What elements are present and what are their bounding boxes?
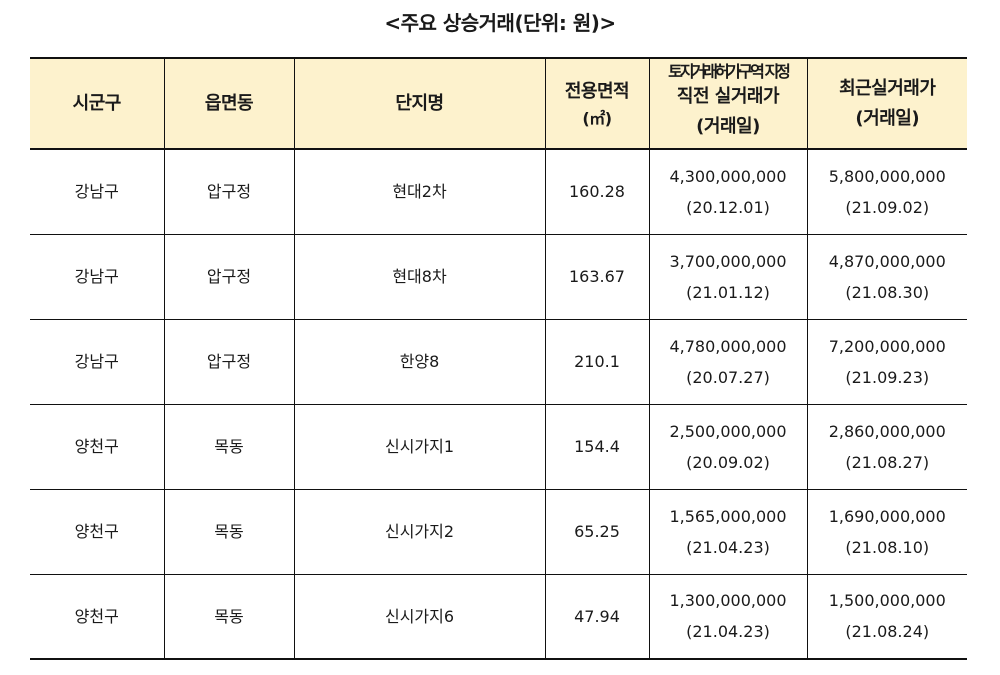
recent-price-date: (21.08.30) [845, 282, 930, 302]
header-row: 시군구 읍면동 단지명 전용면적 (㎡) 토지거래허가구역 지정 직전 실거래가… [30, 57, 967, 150]
prev-price-value: 4,780,000,000 [669, 336, 787, 356]
cell-prev-price: 1,565,000,000 (21.04.23) [648, 489, 808, 575]
cell-recent-price: 5,800,000,000 (21.09.02) [806, 149, 967, 235]
prev-price-value: 4,300,000,000 [669, 166, 787, 186]
table-row: 강남구 압구정 한양8 210.1 4,780,000,000 (20.07.2… [30, 319, 967, 405]
cell-eupmyeondong: 목동 [163, 489, 295, 575]
cell-danji: 신시가지6 [293, 574, 546, 660]
cell-eupmyeondong: 목동 [163, 404, 295, 490]
header-prev-price-label: 직전 실거래가 [676, 85, 780, 107]
cell-danji: 한양8 [293, 319, 546, 405]
cell-eupmyeondong: 압구정 [163, 149, 295, 235]
header-eupmyeondong: 읍면동 [163, 57, 295, 150]
header-recent-price: 최근실거래가 (거래일) [806, 57, 967, 150]
cell-danji: 현대2차 [293, 149, 546, 235]
cell-prev-price: 1,300,000,000 (21.04.23) [648, 574, 808, 660]
table-body: 강남구 압구정 현대2차 160.28 4,300,000,000 (20.12… [30, 149, 967, 660]
cell-eupmyeondong: 목동 [163, 574, 295, 660]
cell-sigungu: 강남구 [30, 149, 165, 235]
cell-area: 65.25 [544, 489, 650, 575]
cell-sigungu: 강남구 [30, 319, 165, 405]
recent-price-date: (21.09.23) [845, 367, 930, 387]
table-row: 강남구 압구정 현대2차 160.28 4,300,000,000 (20.12… [30, 149, 967, 235]
table-row: 양천구 목동 신시가지6 47.94 1,300,000,000 (21.04.… [30, 574, 967, 660]
cell-recent-price: 1,690,000,000 (21.08.10) [806, 489, 967, 575]
prev-price-value: 1,300,000,000 [669, 591, 787, 611]
cell-area: 160.28 [544, 149, 650, 235]
price-table: 시군구 읍면동 단지명 전용면적 (㎡) 토지거래허가구역 지정 직전 실거래가… [30, 57, 967, 660]
recent-price-value: 1,690,000,000 [828, 506, 946, 526]
recent-price-value: 1,500,000,000 [828, 591, 946, 611]
cell-prev-price: 3,700,000,000 (21.01.12) [648, 234, 808, 320]
prev-price-date: (21.01.12) [686, 282, 770, 302]
table-row: 양천구 목동 신시가지1 154.4 2,500,000,000 (20.09.… [30, 404, 967, 490]
cell-prev-price: 4,300,000,000 (20.12.01) [648, 149, 808, 235]
table-title: <주요 상승거래(단위: 원)> [384, 11, 616, 35]
prev-price-date: (21.04.23) [686, 622, 770, 642]
recent-price-date: (21.08.10) [845, 537, 930, 557]
table-header: 시군구 읍면동 단지명 전용면적 (㎡) 토지거래허가구역 지정 직전 실거래가… [30, 57, 967, 150]
recent-price-value: 7,200,000,000 [828, 336, 946, 356]
prev-price-value: 3,700,000,000 [669, 251, 787, 271]
header-area-label: 전용면적 [564, 80, 630, 102]
recent-price-value: 2,860,000,000 [828, 421, 946, 441]
prev-price-date: (21.04.23) [686, 537, 770, 557]
cell-prev-price: 4,780,000,000 (20.07.27) [648, 319, 808, 405]
cell-sigungu: 양천구 [30, 489, 165, 575]
cell-danji: 신시가지2 [293, 489, 546, 575]
header-recent-price-date: (거래일) [855, 107, 920, 129]
recent-price-date: (21.08.27) [845, 452, 930, 472]
prev-price-value: 1,565,000,000 [669, 506, 787, 526]
cell-sigungu: 양천구 [30, 404, 165, 490]
header-sigungu: 시군구 [30, 57, 165, 150]
cell-prev-price: 2,500,000,000 (20.09.02) [648, 404, 808, 490]
cell-recent-price: 4,870,000,000 (21.08.30) [806, 234, 967, 320]
prev-price-value: 2,500,000,000 [669, 421, 787, 441]
header-prev-price-zone: 토지거래허가구역 지정 [668, 61, 791, 81]
recent-price-date: (21.09.02) [845, 197, 930, 217]
cell-recent-price: 2,860,000,000 (21.08.27) [806, 404, 967, 490]
cell-danji: 신시가지1 [293, 404, 546, 490]
cell-eupmyeondong: 압구정 [163, 234, 295, 320]
cell-area: 154.4 [544, 404, 650, 490]
prev-price-date: (20.09.02) [686, 452, 770, 472]
header-prev-price-date: (거래일) [696, 115, 760, 137]
cell-sigungu: 강남구 [30, 234, 165, 320]
cell-area: 47.94 [544, 574, 650, 660]
cell-recent-price: 7,200,000,000 (21.09.23) [806, 319, 967, 405]
cell-sigungu: 양천구 [30, 574, 165, 660]
header-area: 전용면적 (㎡) [544, 57, 650, 150]
prev-price-date: (20.12.01) [686, 197, 770, 217]
header-danji: 단지명 [293, 57, 546, 150]
cell-area: 163.67 [544, 234, 650, 320]
recent-price-value: 5,800,000,000 [828, 166, 946, 186]
header-area-unit: (㎡) [582, 108, 612, 128]
prev-price-date: (20.07.27) [686, 367, 770, 387]
cell-area: 210.1 [544, 319, 650, 405]
table-row: 강남구 압구정 현대8차 163.67 3,700,000,000 (21.01… [30, 234, 967, 320]
cell-eupmyeondong: 압구정 [163, 319, 295, 405]
header-prev-price: 토지거래허가구역 지정 직전 실거래가 (거래일) [648, 57, 808, 150]
recent-price-date: (21.08.24) [845, 622, 930, 642]
recent-price-value: 4,870,000,000 [828, 251, 946, 271]
cell-recent-price: 1,500,000,000 (21.08.24) [806, 574, 967, 660]
header-recent-price-label: 최근실거래가 [839, 77, 936, 99]
table-row: 양천구 목동 신시가지2 65.25 1,565,000,000 (21.04.… [30, 489, 967, 575]
cell-danji: 현대8차 [293, 234, 546, 320]
